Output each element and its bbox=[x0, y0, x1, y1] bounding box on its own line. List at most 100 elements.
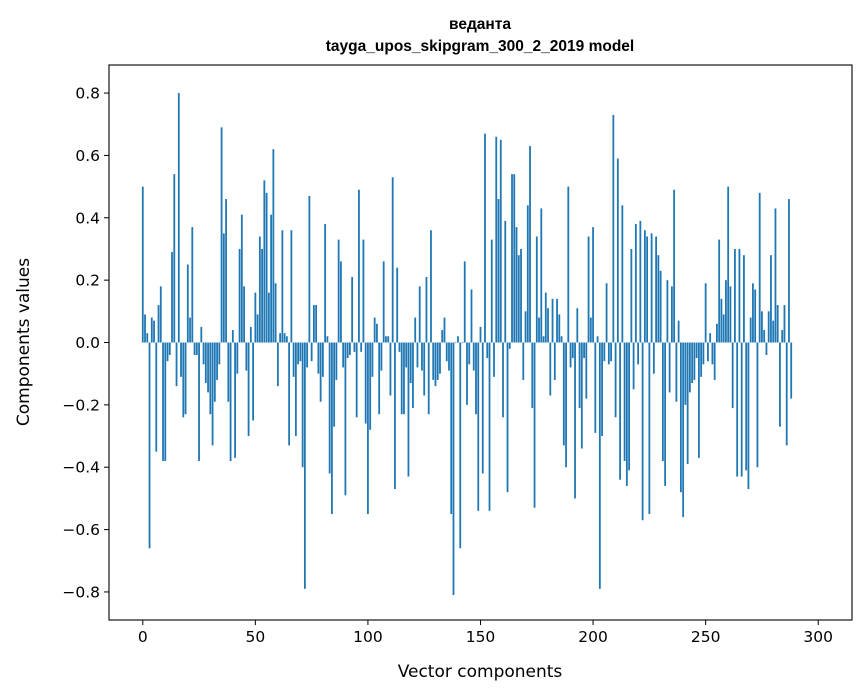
bar-190 bbox=[569, 342, 572, 368]
bar-230 bbox=[659, 270, 662, 343]
bar-35 bbox=[220, 127, 223, 343]
bar-66 bbox=[290, 230, 293, 343]
bar-112 bbox=[394, 342, 396, 490]
bar-68 bbox=[294, 342, 297, 437]
bar-73 bbox=[306, 342, 309, 368]
bar-71 bbox=[301, 342, 304, 468]
bar-177 bbox=[540, 208, 543, 343]
bar-14 bbox=[173, 174, 176, 343]
bar-265 bbox=[738, 248, 741, 343]
bar-86 bbox=[335, 342, 338, 380]
bar-197 bbox=[585, 342, 588, 399]
bar-102 bbox=[371, 342, 374, 377]
bar-164 bbox=[511, 174, 513, 343]
bar-212 bbox=[619, 342, 621, 480]
bar-9 bbox=[162, 342, 164, 461]
bar-232 bbox=[664, 342, 667, 486]
bar-264 bbox=[736, 342, 739, 477]
bar-213 bbox=[621, 205, 624, 343]
bar-185 bbox=[558, 314, 561, 343]
bar-182 bbox=[551, 298, 554, 343]
chart-subtitle: tayga_upos_skipgram_300_2_2019 model bbox=[326, 38, 634, 55]
y-axis: −0.8 −0.6 −0.4 −0.2 0.0 0.2 0.4 0.6 0.8 bbox=[62, 85, 109, 601]
bar-163 bbox=[508, 342, 511, 349]
bar-237 bbox=[675, 342, 678, 402]
bar-95 bbox=[355, 342, 358, 418]
bar-4 bbox=[150, 317, 153, 343]
bar-21 bbox=[189, 317, 191, 343]
bar-87 bbox=[337, 239, 340, 343]
bar-156 bbox=[493, 342, 495, 377]
bar-273 bbox=[756, 342, 759, 468]
bar-23 bbox=[193, 342, 196, 355]
bar-269 bbox=[747, 342, 750, 490]
bar-67 bbox=[292, 342, 295, 377]
bar-175 bbox=[535, 236, 538, 343]
bar-70 bbox=[299, 342, 302, 362]
bar-120 bbox=[412, 342, 414, 408]
bar-245 bbox=[693, 342, 696, 380]
y-tick-label-4: 0.0 bbox=[75, 334, 100, 352]
bar-104 bbox=[376, 323, 378, 343]
bar-152 bbox=[484, 133, 486, 343]
bar-165 bbox=[513, 174, 516, 343]
bar-219 bbox=[634, 224, 637, 343]
bar-129 bbox=[432, 342, 435, 380]
x-tick-label-100: 100 bbox=[353, 628, 383, 646]
bar-24 bbox=[195, 342, 198, 355]
bar-155 bbox=[490, 239, 493, 343]
bar-203 bbox=[598, 342, 601, 589]
bar-277 bbox=[765, 342, 768, 355]
bar-105 bbox=[378, 342, 381, 415]
bar-206 bbox=[605, 283, 608, 343]
bar-287 bbox=[788, 199, 790, 343]
bar-81 bbox=[324, 224, 327, 343]
x-tick-label-200: 200 bbox=[578, 628, 608, 646]
bar-260 bbox=[727, 186, 730, 343]
bar-51 bbox=[256, 314, 259, 343]
bar-246 bbox=[695, 342, 698, 359]
bar-193 bbox=[576, 308, 579, 343]
bar-235 bbox=[670, 286, 673, 343]
y-tick-label-7: 0.6 bbox=[75, 147, 100, 165]
bar-221 bbox=[639, 220, 642, 343]
bar-194 bbox=[578, 342, 581, 408]
bar-80 bbox=[321, 342, 324, 377]
bar-210 bbox=[614, 342, 617, 418]
bar-278 bbox=[767, 311, 770, 343]
bar-256 bbox=[718, 239, 721, 343]
bar-72 bbox=[303, 342, 306, 589]
y-tick-label-6: 0.4 bbox=[75, 209, 100, 227]
bar-285 bbox=[783, 305, 786, 343]
bar-90 bbox=[344, 342, 347, 496]
bar-12 bbox=[168, 342, 171, 355]
bar-234 bbox=[668, 342, 671, 393]
bar-257 bbox=[720, 298, 723, 343]
bar-54 bbox=[263, 180, 266, 343]
bar-166 bbox=[515, 227, 518, 343]
bar-268 bbox=[745, 342, 748, 471]
bar-218 bbox=[632, 342, 635, 390]
bar-13 bbox=[171, 252, 173, 343]
bar-224 bbox=[646, 236, 649, 343]
bar-36 bbox=[222, 233, 225, 343]
bar-266 bbox=[740, 342, 743, 477]
bar-280 bbox=[772, 320, 775, 343]
bar-250 bbox=[704, 283, 707, 343]
bar-53 bbox=[261, 248, 263, 343]
bar-186 bbox=[560, 336, 563, 343]
bar-122 bbox=[416, 342, 419, 368]
bar-126 bbox=[425, 277, 428, 343]
bar-134 bbox=[443, 317, 446, 343]
bar-82 bbox=[326, 336, 329, 343]
bar-34 bbox=[218, 342, 221, 365]
bar-6 bbox=[155, 342, 158, 452]
bar-43 bbox=[238, 248, 241, 343]
bar-199 bbox=[589, 317, 592, 343]
bar-89 bbox=[342, 342, 345, 368]
bar-207 bbox=[607, 342, 610, 365]
bar-77 bbox=[315, 305, 318, 343]
bar-97 bbox=[360, 342, 363, 352]
bar-101 bbox=[369, 342, 372, 430]
bar-223 bbox=[643, 230, 646, 343]
